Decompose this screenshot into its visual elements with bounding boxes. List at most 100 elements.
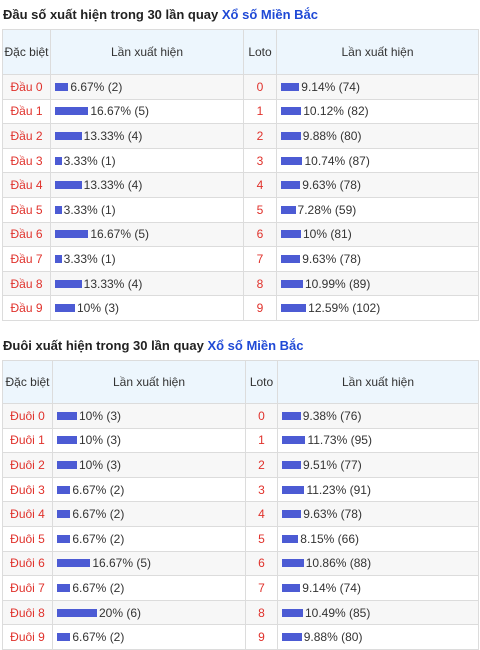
db-frequency-cell: 10% (3)	[52, 452, 246, 478]
row-label: Đầu 1	[2, 98, 51, 125]
loto-frequency-bar	[281, 254, 301, 263]
loto-number: 3	[245, 476, 278, 503]
loto-frequency-bar	[281, 131, 301, 140]
loto-frequency-cell: 9.63% (78)	[276, 246, 479, 272]
loto-number: 9	[243, 295, 277, 321]
row-label: Đuôi 4	[2, 501, 53, 527]
db-frequency-cell: 3.33% (1)	[50, 147, 244, 174]
loto-frequency-value: 9.88% (80)	[303, 630, 363, 645]
row-label: Đầu 3	[2, 147, 51, 174]
db-frequency-value: 10% (3)	[77, 301, 120, 316]
db-frequency-bar	[55, 82, 69, 91]
dau-table: Đặc biệt Lần xuất hiện Loto Lần xuất hiệ…	[2, 29, 479, 321]
db-frequency-bar	[57, 510, 71, 519]
table-row: Đuôi 0 10% (3) 0 9.38% (76)	[2, 403, 479, 429]
db-frequency-value: 6.67% (2)	[72, 531, 125, 546]
loto-frequency-value: 9.51% (77)	[303, 457, 362, 472]
db-frequency-bar	[57, 583, 71, 592]
duoi-title-text: Đuôi xuất hiện trong 30 lần quay	[3, 338, 204, 353]
row-label: Đầu 2	[2, 123, 51, 149]
loto-number: 7	[243, 246, 277, 272]
db-frequency-bar	[55, 279, 82, 288]
loto-frequency-value: 10.74% (87)	[304, 153, 370, 168]
db-frequency-cell: 10% (3)	[52, 403, 246, 429]
db-frequency-cell: 13.33% (4)	[50, 172, 244, 198]
loto-frequency-bar	[282, 633, 302, 642]
loto-frequency-cell: 9.88% (80)	[277, 624, 479, 650]
db-frequency-cell: 6.67% (2)	[50, 74, 244, 100]
db-frequency-cell: 10% (3)	[50, 295, 244, 321]
db-frequency-cell: 6.67% (2)	[52, 525, 246, 552]
table-row: Đuôi 9 6.67% (2) 9 9.88% (80)	[2, 624, 479, 650]
duoi-title-brand-link[interactable]: Xổ số Miền Bắc	[207, 338, 304, 353]
loto-frequency-bar	[281, 230, 301, 239]
loto-frequency-value: 11.23% (91)	[306, 482, 371, 497]
duoi-header-dac-biet: Đặc biệt	[2, 360, 53, 404]
table-row: Đầu 6 16.67% (5) 6 10% (81)	[2, 221, 479, 248]
db-frequency-value: 3.33% (1)	[63, 202, 116, 217]
table-row: Đuôi 5 6.67% (2) 5 8.15% (66)	[2, 525, 479, 552]
row-label: Đuôi 3	[2, 476, 53, 503]
loto-frequency-value: 9.14% (74)	[302, 580, 361, 595]
duoi-table: Đặc biệt Lần xuất hiện Loto Lần xuất hiệ…	[2, 360, 479, 650]
table-row: Đuôi 6 16.67% (5) 6 10.86% (88)	[2, 550, 479, 577]
dau-section: Đầu số xuất hiện trong 30 lần quay Xổ số…	[0, 0, 480, 321]
duoi-section: Đuôi xuất hiện trong 30 lần quay Xổ số M…	[0, 331, 480, 650]
loto-frequency-bar	[282, 436, 306, 445]
loto-number: 6	[243, 221, 277, 248]
loto-frequency-value: 7.28% (59)	[297, 202, 357, 217]
table-row: Đầu 0 6.67% (2) 0 9.14% (74)	[2, 74, 479, 100]
loto-frequency-bar	[282, 485, 305, 494]
table-row: Đuôi 7 6.67% (2) 7 9.14% (74)	[2, 575, 479, 601]
db-frequency-value: 6.67% (2)	[72, 580, 125, 595]
db-frequency-value: 16.67% (5)	[92, 556, 152, 571]
row-label: Đầu 8	[2, 270, 51, 297]
db-frequency-value: 6.67% (2)	[70, 79, 123, 94]
loto-frequency-bar	[282, 559, 304, 568]
dau-title: Đầu số xuất hiện trong 30 lần quay Xổ số…	[0, 0, 480, 29]
loto-frequency-bar	[281, 156, 303, 165]
duoi-header-lan-xuat-hien-db: Lần xuất hiện	[52, 360, 246, 404]
row-label: Đầu 5	[2, 196, 51, 223]
duoi-title: Đuôi xuất hiện trong 30 lần quay Xổ số M…	[0, 331, 480, 360]
db-frequency-bar	[55, 304, 75, 313]
loto-frequency-cell: 10.99% (89)	[276, 270, 479, 297]
table-row: Đuôi 8 20% (6) 8 10.49% (85)	[2, 599, 479, 626]
loto-frequency-bar	[282, 510, 302, 519]
loto-number: 8	[243, 270, 277, 297]
loto-frequency-cell: 10.12% (82)	[276, 98, 479, 125]
db-frequency-value: 3.33% (1)	[63, 153, 116, 168]
loto-frequency-value: 9.88% (80)	[302, 128, 362, 143]
table-row: Đầu 9 10% (3) 9 12.59% (102)	[2, 295, 479, 321]
db-frequency-value: 6.67% (2)	[72, 482, 125, 497]
loto-frequency-cell: 11.23% (91)	[277, 476, 479, 503]
loto-frequency-value: 9.63% (78)	[302, 178, 361, 193]
loto-frequency-bar	[282, 460, 302, 469]
loto-number: 0	[243, 74, 277, 100]
row-label: Đuôi 8	[2, 599, 53, 626]
loto-frequency-cell: 9.14% (74)	[276, 74, 479, 100]
dau-title-brand-link[interactable]: Xổ số Miền Bắc	[221, 7, 318, 22]
row-label: Đầu 0	[2, 74, 51, 100]
loto-frequency-value: 9.38% (76)	[302, 408, 362, 423]
loto-frequency-value: 10.12% (82)	[303, 104, 369, 119]
db-frequency-cell: 10% (3)	[52, 427, 246, 454]
loto-frequency-value: 9.63% (78)	[302, 251, 361, 266]
db-frequency-bar	[57, 436, 77, 445]
loto-number: 2	[245, 452, 278, 478]
table-row: Đầu 2 13.33% (4) 2 9.88% (80)	[2, 123, 479, 149]
loto-frequency-value: 10.86% (88)	[305, 556, 372, 571]
db-frequency-cell: 16.67% (5)	[50, 221, 244, 248]
db-frequency-bar	[55, 131, 82, 140]
loto-frequency-bar	[282, 583, 301, 592]
table-row: Đuôi 1 10% (3) 1 11.73% (95)	[2, 427, 479, 454]
loto-frequency-bar	[281, 181, 301, 190]
loto-frequency-bar	[281, 279, 303, 288]
loto-frequency-value: 10.49% (85)	[304, 605, 371, 620]
loto-number: 4	[245, 501, 278, 527]
table-row: Đầu 8 13.33% (4) 8 10.99% (89)	[2, 270, 479, 297]
loto-number: 1	[243, 98, 277, 125]
db-frequency-bar	[55, 230, 89, 239]
table-row: Đầu 3 3.33% (1) 3 10.74% (87)	[2, 147, 479, 174]
db-frequency-value: 6.67% (2)	[72, 630, 125, 645]
